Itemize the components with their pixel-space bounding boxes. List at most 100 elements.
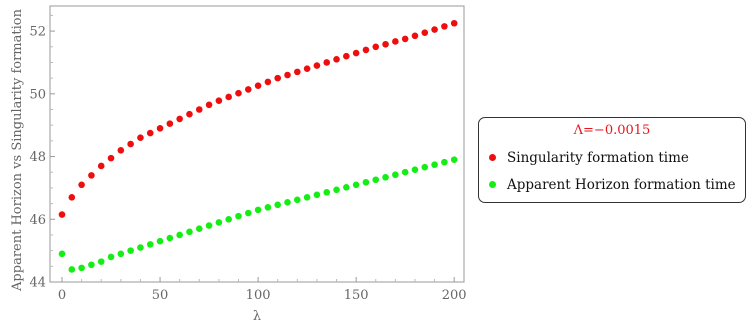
plot-frame [49,5,465,283]
x-axis-title: λ [253,309,261,324]
data-point [127,140,134,148]
data-point [68,194,76,201]
data-point [117,146,125,154]
data-point [137,134,144,142]
x-tick-label: 200 [442,288,467,303]
data-point [352,181,360,189]
data-point [117,250,125,258]
data-point [284,199,291,206]
data-point [156,237,164,245]
data-point [333,56,340,63]
data-point [303,65,311,73]
data-point [176,231,183,239]
y-tick-label: 46 [29,213,46,228]
data-point [343,52,350,60]
data-point [88,172,95,179]
data-point [244,86,252,93]
y-tick-label: 44 [29,276,46,291]
legend-label-singularity: Singularity formation time [507,150,689,166]
data-point [107,154,115,162]
data-point [313,191,321,199]
data-point [137,244,144,251]
data-point [264,78,272,86]
data-point [382,40,389,48]
data-point [392,38,399,45]
data-point [166,234,174,242]
data-point [166,120,174,127]
data-point [294,68,301,76]
data-point [254,82,262,89]
legend-item-apparent-horizon: Apparent Horizon formation time [489,177,736,193]
data-point [205,101,213,109]
data-point [205,222,213,229]
data-point [431,161,438,168]
data-point [244,209,252,217]
data-point [235,89,242,97]
data-point [313,62,321,69]
data-point [186,110,193,118]
data-point [411,166,419,174]
y-axis-ticks: 44 46 48 50 52 [29,14,55,291]
data-point [421,29,429,36]
legend-marker-singularity [489,154,496,161]
data-point [146,129,154,137]
series-apparent-horizon [58,156,458,273]
data-point [392,171,399,179]
x-axis-ticks: 0 50 100 150 200 [58,277,467,303]
data-point [97,162,105,170]
data-point [127,247,134,254]
data-point [450,19,458,27]
legend-item-singularity: Singularity formation time [489,150,689,166]
data-point [146,241,154,248]
data-point [352,49,360,57]
data-point [401,35,409,43]
data-point [450,156,458,163]
data-point [215,219,223,226]
x-tick-label: 150 [344,288,369,303]
data-point [382,173,389,181]
y-tick-label: 52 [29,25,46,40]
data-point [215,97,223,105]
legend-label-apparent-horizon: Apparent Horizon formation time [507,177,736,193]
data-point [362,178,370,186]
data-point [362,46,370,54]
data-point [303,194,311,201]
series-singularity [58,19,458,218]
y-axis-title: Apparent Horizon vs Singularity formatio… [10,8,25,292]
x-tick-label: 50 [152,288,169,303]
data-point [225,93,232,101]
data-point [186,228,193,236]
data-point [372,43,380,51]
data-point [343,183,350,191]
data-point [195,225,203,232]
data-point [254,206,262,214]
data-point [156,125,164,132]
y-tick-label: 48 [29,150,46,165]
data-point [372,176,380,184]
data-point [195,106,203,113]
data-point [441,23,448,30]
data-point [225,215,232,223]
data-point [176,115,183,123]
data-point [274,201,282,209]
x-tick-label: 0 [58,288,66,303]
data-point [235,212,242,220]
data-point [68,266,76,273]
y-tick-label: 50 [29,87,46,102]
data-point [431,26,438,33]
data-point [401,168,409,176]
data-point [411,32,419,40]
data-point [78,264,85,272]
data-point [294,196,301,204]
data-point [264,204,272,211]
data-point [421,163,429,171]
legend-marker-apparent-horizon [489,181,496,188]
legend-title: Λ=−0.0015 [573,123,651,138]
data-point [441,158,448,166]
data-point [323,189,331,196]
data-point [274,74,282,82]
data-point [97,258,105,265]
data-points [58,19,458,273]
data-point [107,253,115,261]
